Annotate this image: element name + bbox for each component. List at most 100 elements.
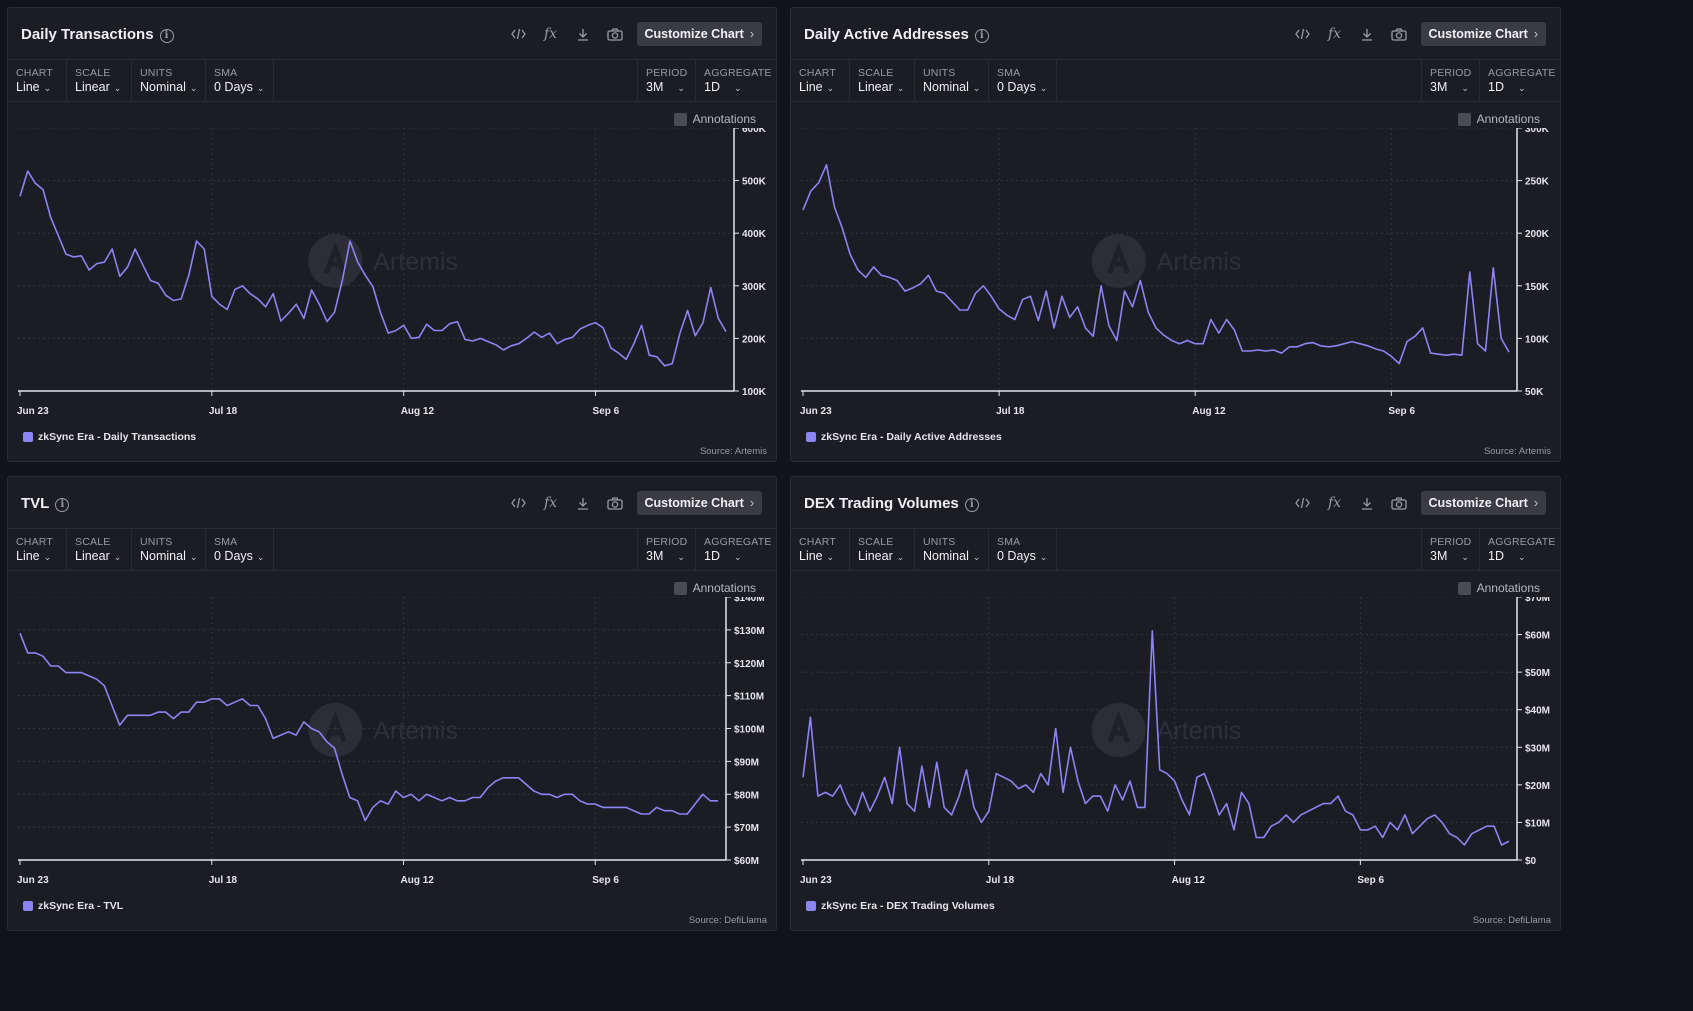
camera-icon[interactable] xyxy=(1383,22,1415,46)
chevron-down-icon: ⌄ xyxy=(189,552,198,562)
legend-swatch xyxy=(23,432,33,442)
x-tick-label: Aug 12 xyxy=(1192,406,1226,417)
watermark-mark-icon xyxy=(1107,241,1131,274)
download-icon[interactable] xyxy=(567,22,599,46)
chart-legend[interactable]: zkSync Era - DEX Trading Volumes xyxy=(806,900,995,912)
sma-select[interactable]: SMA 0 Days ⌄ xyxy=(206,60,274,102)
x-tick-label: Jun 23 xyxy=(17,406,49,417)
panel-toolbar: fx Customize Chart › xyxy=(1287,491,1546,515)
units-select[interactable]: UNITS Nominal ⌄ xyxy=(915,60,989,102)
sma-select[interactable]: SMA 0 Days ⌄ xyxy=(989,60,1057,102)
info-icon[interactable]: i xyxy=(159,29,174,43)
annotations-toggle[interactable]: Annotations xyxy=(673,112,756,126)
x-tick-label: Sep 6 xyxy=(1388,406,1415,417)
download-icon[interactable] xyxy=(1351,491,1383,515)
chart-type-text: Line xyxy=(16,80,40,94)
customize-chart-button[interactable]: Customize Chart › xyxy=(1420,22,1546,46)
chart-type-label: CHART xyxy=(799,536,836,548)
watermark-mark-icon xyxy=(1107,710,1131,743)
annotations-toggle[interactable]: Annotations xyxy=(1457,112,1540,126)
chevron-down-icon: ⌄ xyxy=(896,83,905,93)
chart-legend[interactable]: zkSync Era - Daily Transactions xyxy=(23,431,196,443)
y-tick-label: $70M xyxy=(1525,597,1550,604)
chart-legend[interactable]: zkSync Era - Daily Active Addresses xyxy=(806,431,1002,443)
units-select[interactable]: UNITS Nominal ⌄ xyxy=(132,529,206,571)
scale-select[interactable]: SCALE Linear ⌄ xyxy=(67,529,132,571)
sma-select[interactable]: SMA 0 Days ⌄ xyxy=(206,529,274,571)
chevron-down-icon: ⌄ xyxy=(43,83,52,93)
aggregate-select[interactable]: AGGREGATE 1D ⌄ xyxy=(1479,529,1561,571)
aggregate-text: 1D xyxy=(704,80,720,94)
units-select[interactable]: UNITS Nominal ⌄ xyxy=(915,529,989,571)
aggregate-label: AGGREGATE xyxy=(1488,536,1556,548)
source-text: Source: DefiLlama xyxy=(1472,915,1551,926)
x-tick-label: Aug 12 xyxy=(401,875,435,886)
legend-swatch xyxy=(806,432,816,442)
scale-select[interactable]: SCALE Linear ⌄ xyxy=(67,60,132,102)
series-line xyxy=(19,632,718,822)
info-icon[interactable]: i xyxy=(55,498,70,512)
function-icon[interactable]: fx xyxy=(543,26,558,42)
sma-value: 0 Days ⌄ xyxy=(214,80,273,94)
scale-select[interactable]: SCALE Linear ⌄ xyxy=(850,60,915,102)
y-tick-label: 300K xyxy=(742,282,767,293)
code-icon[interactable] xyxy=(503,22,535,46)
scale-select[interactable]: SCALE Linear ⌄ xyxy=(850,529,915,571)
sma-select[interactable]: SMA 0 Days ⌄ xyxy=(989,529,1057,571)
chart-type-select[interactable]: CHART Line ⌄ xyxy=(791,529,850,571)
aggregate-select[interactable]: AGGREGATE 1D ⌄ xyxy=(695,529,777,571)
camera-icon[interactable] xyxy=(1383,491,1415,515)
function-icon[interactable]: fx xyxy=(1327,26,1342,42)
chart-type-select[interactable]: CHART Line ⌄ xyxy=(8,60,67,102)
x-tick-label: Sep 6 xyxy=(593,406,620,417)
aggregate-select[interactable]: AGGREGATE 1D ⌄ xyxy=(695,60,777,102)
code-icon[interactable] xyxy=(1287,22,1319,46)
code-icon[interactable] xyxy=(1287,491,1319,515)
annotations-checkbox[interactable] xyxy=(1457,112,1471,126)
y-tick-label: $0 xyxy=(1525,856,1537,867)
scale-value: Linear ⌄ xyxy=(75,549,131,563)
chart-plot: Artemis $60M $70M $80M $90M $100M $110M $120M $1… xyxy=(17,597,765,886)
download-icon[interactable] xyxy=(1351,22,1383,46)
info-icon[interactable]: i xyxy=(974,29,989,43)
panel-title-text: Daily Transactions xyxy=(21,26,154,43)
chart-type-text: Line xyxy=(799,80,823,94)
customize-chart-button[interactable]: Customize Chart › xyxy=(636,22,762,46)
customize-chart-button[interactable]: Customize Chart › xyxy=(636,491,762,515)
x-tick-label: Jun 23 xyxy=(800,406,832,417)
chart-type-select[interactable]: CHART Line ⌄ xyxy=(8,529,67,571)
sma-value: 0 Days ⌄ xyxy=(214,549,273,563)
camera-icon[interactable] xyxy=(599,22,631,46)
period-select[interactable]: PERIOD 3M ⌄ xyxy=(1421,60,1479,102)
units-select[interactable]: UNITS Nominal ⌄ xyxy=(132,60,206,102)
arrow-right-icon: › xyxy=(749,496,754,510)
chart-plot: Artemis 100K 200K 300K 400K 500K 600K Jun 23 Jul… xyxy=(17,128,767,417)
annotations-label: Annotations xyxy=(692,581,756,595)
code-icon[interactable] xyxy=(503,491,535,515)
sma-value: 0 Days ⌄ xyxy=(997,80,1056,94)
customize-chart-button[interactable]: Customize Chart › xyxy=(1420,491,1546,515)
scale-label: SCALE xyxy=(858,536,894,548)
function-icon[interactable]: fx xyxy=(543,495,558,511)
annotations-checkbox[interactable] xyxy=(1457,581,1471,595)
chart-type-select[interactable]: CHART Line ⌄ xyxy=(791,60,850,102)
period-select[interactable]: PERIOD 3M ⌄ xyxy=(1421,529,1479,571)
annotations-toggle[interactable]: Annotations xyxy=(1457,581,1540,595)
chart-legend[interactable]: zkSync Era - TVL xyxy=(23,900,123,912)
period-select[interactable]: PERIOD 3M ⌄ xyxy=(637,529,695,571)
info-icon[interactable]: i xyxy=(964,498,979,512)
function-icon[interactable]: fx xyxy=(1327,495,1342,511)
sma-text: 0 Days xyxy=(997,80,1036,94)
y-tick-label: 300K xyxy=(1525,128,1550,135)
camera-icon[interactable] xyxy=(599,491,631,515)
annotations-checkbox[interactable] xyxy=(673,112,687,126)
aggregate-select[interactable]: AGGREGATE 1D ⌄ xyxy=(1479,60,1561,102)
y-tick-label: 400K xyxy=(742,229,767,240)
period-select[interactable]: PERIOD 3M ⌄ xyxy=(637,60,695,102)
download-icon[interactable] xyxy=(567,491,599,515)
chevron-down-icon: ⌄ xyxy=(43,552,52,562)
annotations-checkbox[interactable] xyxy=(673,581,687,595)
chevron-down-icon: ⌄ xyxy=(1517,83,1526,93)
chevron-down-icon: ⌄ xyxy=(256,552,265,562)
annotations-toggle[interactable]: Annotations xyxy=(673,581,756,595)
